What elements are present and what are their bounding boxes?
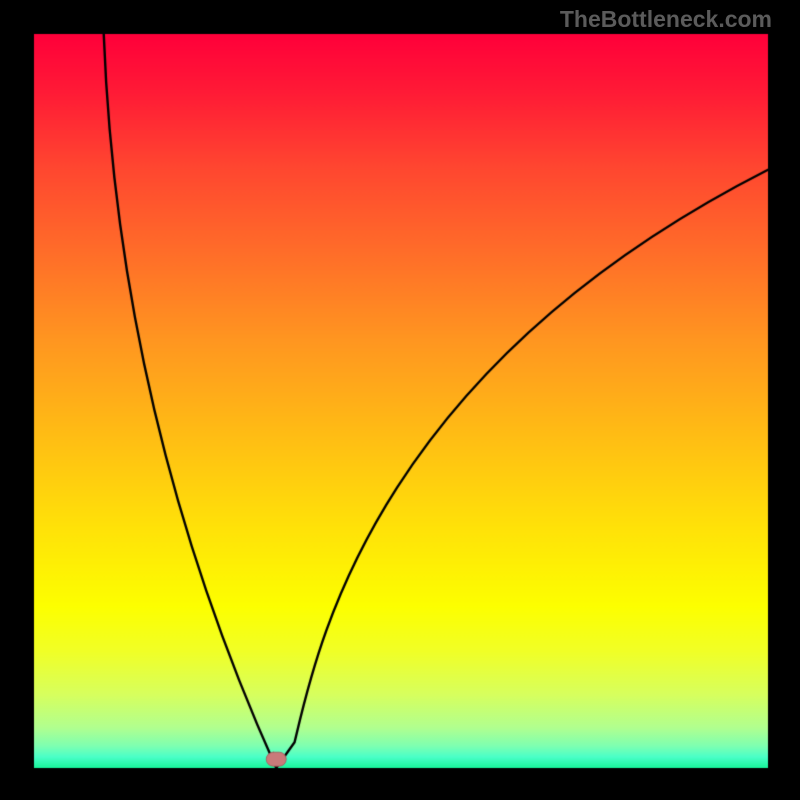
watermark-text: TheBottleneck.com: [560, 6, 772, 33]
chart-stage: TheBottleneck.com: [0, 0, 800, 800]
bottleneck-chart-canvas: [0, 0, 800, 800]
